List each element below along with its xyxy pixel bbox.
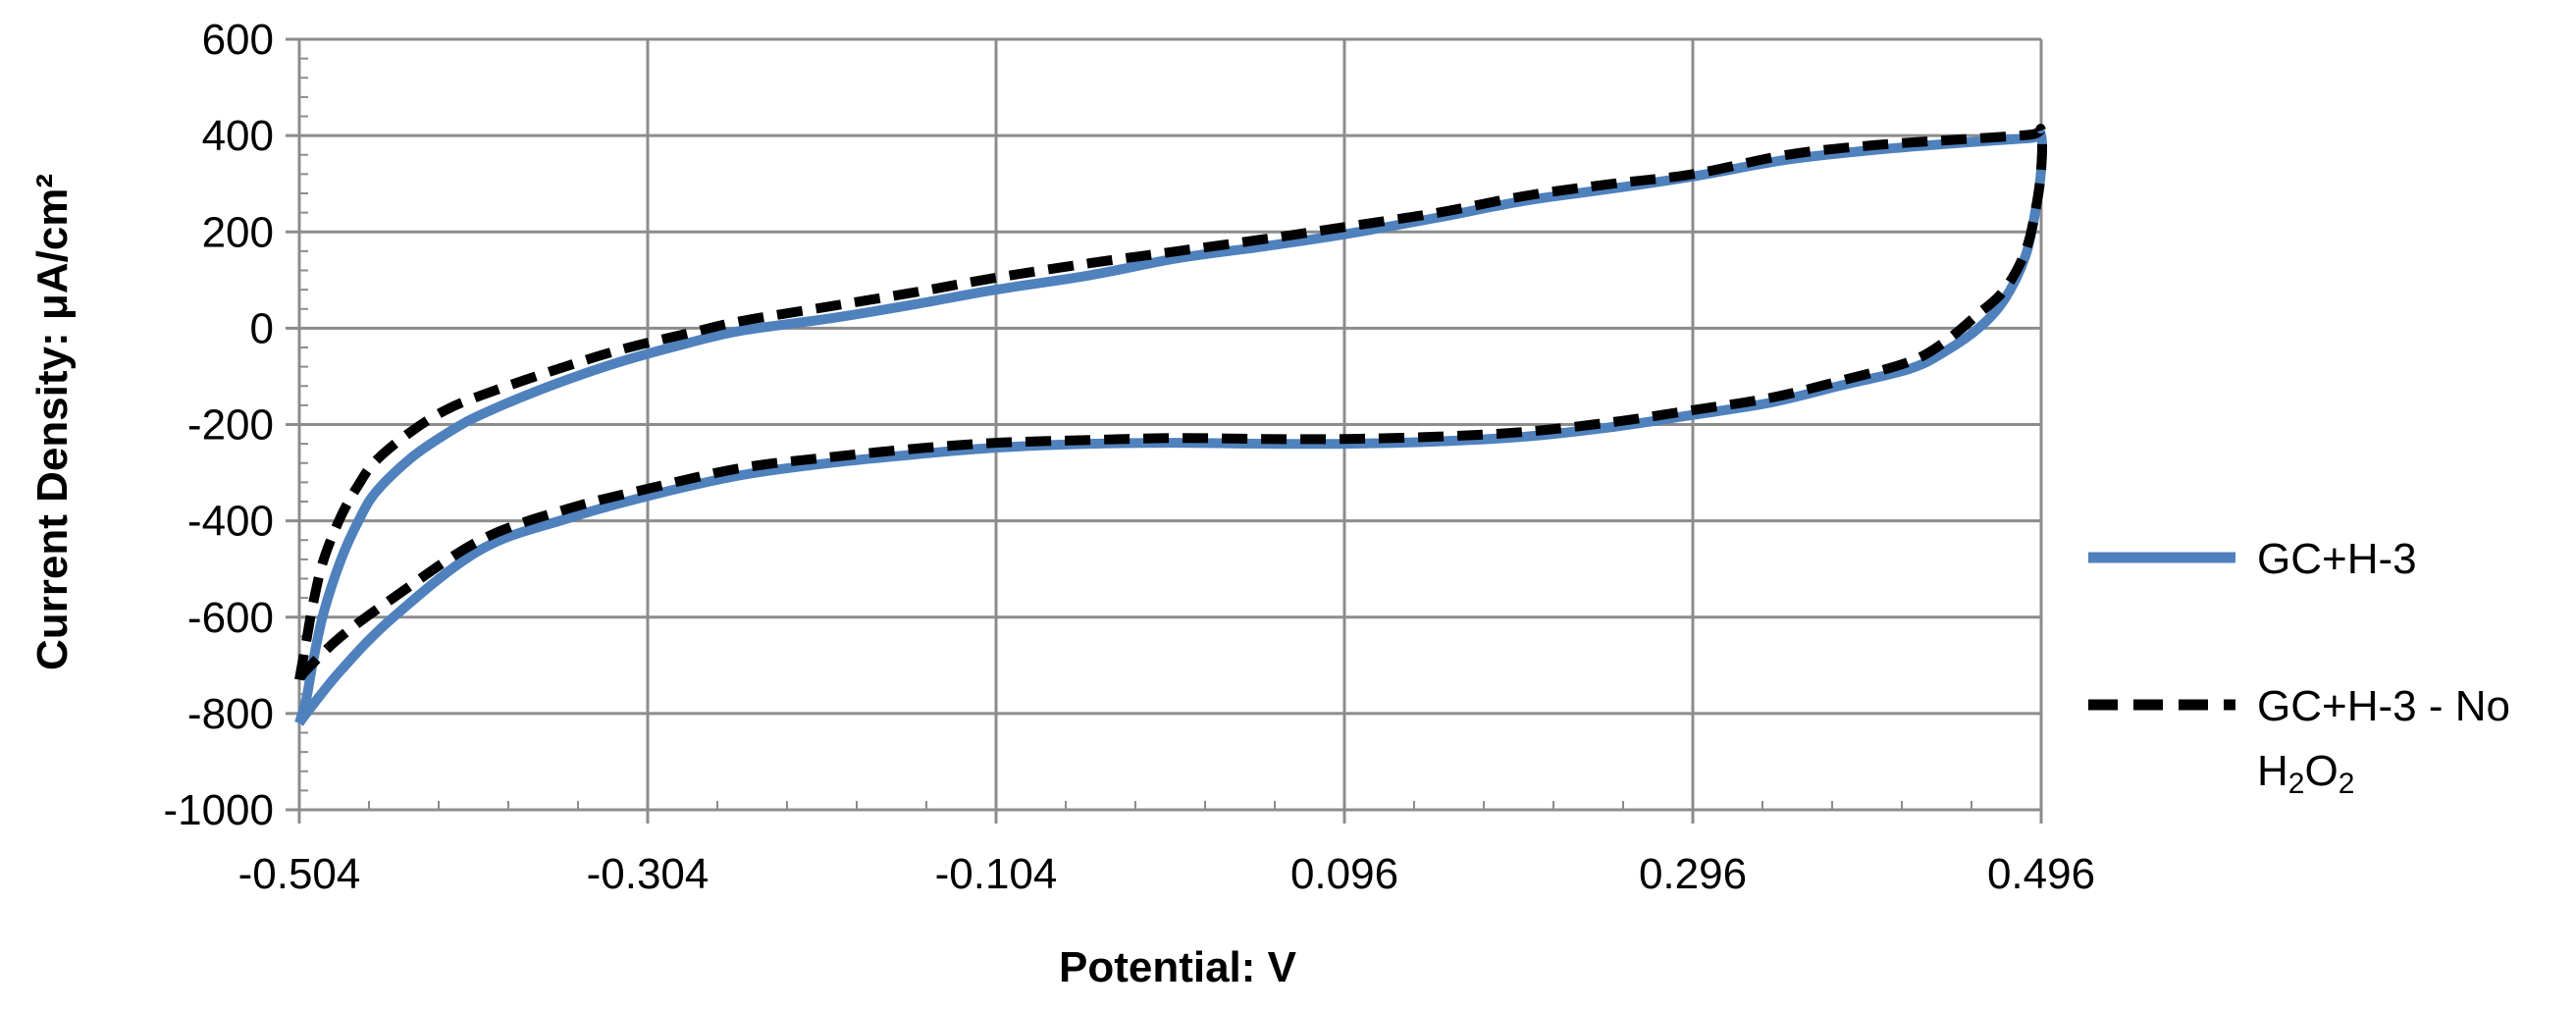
gridlines xyxy=(297,37,2043,812)
legend-o-text: O xyxy=(2304,747,2338,795)
x-tick-label: 0.096 xyxy=(1290,850,1398,898)
legend-label-gc-h3: GC+H-3 xyxy=(2257,535,2417,583)
y-axis-title: Current Density: μA/cm² xyxy=(28,174,77,670)
y-tick-label: 600 xyxy=(202,16,274,64)
y-tick-label: -200 xyxy=(187,401,274,450)
y-tick-label: -1000 xyxy=(163,786,274,834)
axes xyxy=(286,37,2043,824)
y-tick-label: -400 xyxy=(187,498,274,546)
y-tick-label: -600 xyxy=(187,594,274,642)
y-tick-label: 200 xyxy=(202,208,274,256)
x-tick-label: -0.104 xyxy=(935,850,1058,898)
x-tick-label: -0.504 xyxy=(238,850,361,898)
y-tick-label: -800 xyxy=(187,690,274,738)
y-tick-label: 400 xyxy=(202,112,274,160)
series xyxy=(294,124,2048,726)
legend-h-text: H xyxy=(2257,747,2288,795)
series-line-gc-h3-no-h2o2 xyxy=(294,124,2048,683)
x-axis-title: Potential: V xyxy=(1059,943,1297,991)
x-tick-label: 0.296 xyxy=(1639,850,1747,898)
x-tick-label: -0.304 xyxy=(587,850,710,898)
y-tick-labels: 600 400 200 0 -200 -400 -600 -800 -1000 xyxy=(163,16,274,834)
x-tick-labels: -0.504 -0.304 -0.104 0.096 0.296 0.496 xyxy=(238,850,2095,898)
x-tick-label: 0.496 xyxy=(1987,850,2095,898)
legend: GC+H-3 GC+H-3 - No H2O2 xyxy=(2088,535,2510,800)
y-tick-label: 0 xyxy=(250,304,274,352)
legend-sub-2a: 2 xyxy=(2288,768,2305,800)
legend-sub-2b: 2 xyxy=(2339,768,2355,800)
legend-label-no-h2o2: GC+H-3 - No xyxy=(2257,682,2510,730)
series-line-gc-h3 xyxy=(294,129,2048,726)
legend-label-no-h2o2-line2: H2O2 xyxy=(2257,747,2354,800)
